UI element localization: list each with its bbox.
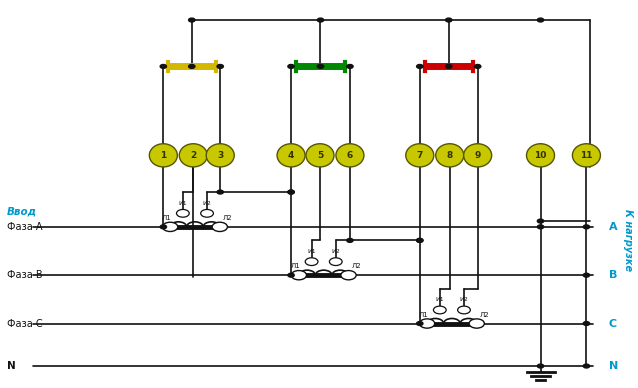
Text: И2: И2 [203,201,211,206]
Circle shape [445,18,452,22]
Text: А: А [609,222,618,232]
Circle shape [346,239,353,242]
Circle shape [346,64,353,68]
Circle shape [317,64,323,68]
Circle shape [288,64,294,68]
Circle shape [583,364,590,368]
Text: Ввод: Ввод [7,206,37,217]
Circle shape [457,306,470,314]
Text: 4: 4 [288,151,294,160]
Circle shape [189,18,195,22]
Circle shape [475,64,481,68]
Circle shape [288,190,294,194]
Circle shape [417,239,423,242]
Text: N: N [7,361,16,371]
Circle shape [217,64,223,68]
Circle shape [329,258,342,265]
Circle shape [163,222,178,232]
Circle shape [583,273,590,277]
Text: И1: И1 [179,201,187,206]
Text: И1: И1 [308,249,316,254]
Circle shape [417,64,423,68]
Circle shape [288,190,294,194]
Text: 1: 1 [160,151,167,160]
Text: В: В [609,270,617,280]
Circle shape [469,319,484,328]
Circle shape [433,306,446,314]
Text: И2: И2 [331,249,340,254]
Circle shape [583,225,590,229]
Ellipse shape [572,144,600,167]
Text: 10: 10 [535,151,547,160]
Text: N: N [609,361,618,371]
Ellipse shape [464,144,492,167]
Text: 5: 5 [317,151,323,160]
Text: С: С [609,319,617,329]
Circle shape [177,210,189,217]
Circle shape [160,225,167,229]
Ellipse shape [179,144,207,167]
Text: Л2: Л2 [352,263,361,269]
Text: Фаза А: Фаза А [7,222,43,232]
Text: Фаза В: Фаза В [7,270,43,280]
Circle shape [537,364,544,368]
Ellipse shape [436,144,464,167]
Ellipse shape [336,144,364,167]
Circle shape [305,258,318,265]
Text: 8: 8 [447,151,453,160]
Ellipse shape [306,144,334,167]
Circle shape [189,64,195,68]
Circle shape [341,270,356,280]
Circle shape [291,270,306,280]
Circle shape [537,18,544,22]
Text: Л2: Л2 [223,215,232,221]
Text: 2: 2 [190,151,197,160]
Circle shape [537,225,544,229]
Text: Л2: Л2 [480,312,489,317]
Text: И2: И2 [459,297,468,302]
Text: Л1: Л1 [419,312,429,317]
Text: И1: И1 [436,297,444,302]
Circle shape [417,322,423,326]
Circle shape [537,219,544,223]
Circle shape [212,222,227,232]
Text: Л1: Л1 [291,263,300,269]
Text: К нагрузке: К нагрузке [623,210,633,272]
Text: 9: 9 [475,151,481,160]
Ellipse shape [406,144,434,167]
Circle shape [419,319,434,328]
Text: 11: 11 [580,151,593,160]
Circle shape [160,64,167,68]
Text: 6: 6 [347,151,353,160]
Circle shape [417,239,423,242]
Text: 7: 7 [417,151,423,160]
Text: 3: 3 [217,151,223,160]
Circle shape [201,210,214,217]
Circle shape [317,18,323,22]
Circle shape [217,190,223,194]
Circle shape [288,273,294,277]
Ellipse shape [149,144,177,167]
Ellipse shape [277,144,305,167]
Circle shape [583,322,590,326]
Ellipse shape [526,144,554,167]
Text: Л1: Л1 [162,215,172,221]
Ellipse shape [206,144,234,167]
Circle shape [445,64,452,68]
Text: Фаза С: Фаза С [7,319,43,329]
